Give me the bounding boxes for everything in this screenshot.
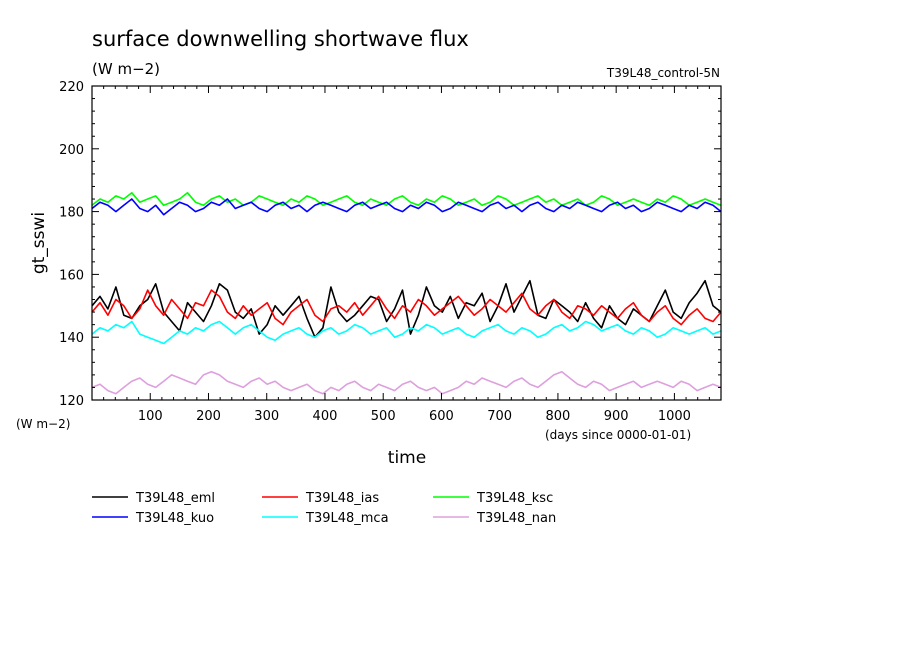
chart-units: (W m−2) <box>92 60 160 78</box>
y-axis: 120 140 160 180 200 220 <box>59 80 721 409</box>
run-label: T39L48_control-5N <box>606 66 720 80</box>
series-line-T39L48_ksc <box>91 192 722 207</box>
legend-label: T39L48_ksc <box>476 491 553 506</box>
series-line-T39L48_nan <box>91 370 722 395</box>
x-tick-label: 900 <box>604 409 629 424</box>
x-units-label: (days since 0000-01-01) <box>545 428 691 442</box>
y-tick-label: 160 <box>59 268 84 283</box>
series-line-T39L48_ias <box>91 289 722 326</box>
legend-label: T39L48_ias <box>305 491 379 506</box>
y-tick-label: 220 <box>59 80 84 95</box>
x-tick-label: 1000 <box>658 409 691 424</box>
series-line-T39L48_kuo <box>91 198 722 216</box>
x-axis: 100 200 300 400 500 600 700 800 900 1000 <box>103 86 722 424</box>
legend-label: T39L48_mca <box>305 511 389 526</box>
legend-label: T39L48_kuo <box>135 511 214 526</box>
y-units-label: (W m−2) <box>16 417 70 431</box>
x-tick-label: 200 <box>196 409 221 424</box>
legend-label: T39L48_eml <box>135 491 215 506</box>
x-tick-label: 800 <box>546 409 571 424</box>
plot-area <box>91 192 722 395</box>
chart-title: surface downwelling shortwave flux <box>92 27 469 51</box>
legend-label: T39L48_nan <box>476 511 556 526</box>
plot-frame <box>91 85 722 401</box>
x-tick-label: 300 <box>254 409 279 424</box>
x-axis-label: time <box>388 448 426 468</box>
x-tick-label: 700 <box>487 409 512 424</box>
x-tick-label: 100 <box>138 409 163 424</box>
y-tick-label: 120 <box>59 394 84 409</box>
y-tick-label: 200 <box>59 143 84 158</box>
legend: T39L48_eml T39L48_ias T39L48_ksc T39L48_kuo… <box>92 491 556 526</box>
x-tick-label: 600 <box>429 409 454 424</box>
series-line-T39L48_mca <box>91 320 722 345</box>
y-tick-label: 180 <box>59 206 84 221</box>
x-tick-label: 400 <box>313 409 338 424</box>
y-axis-label: gt_sswi <box>29 212 49 274</box>
series-line-T39L48_eml <box>91 279 722 339</box>
y-tick-label: 140 <box>59 331 84 346</box>
x-tick-label: 500 <box>371 409 396 424</box>
